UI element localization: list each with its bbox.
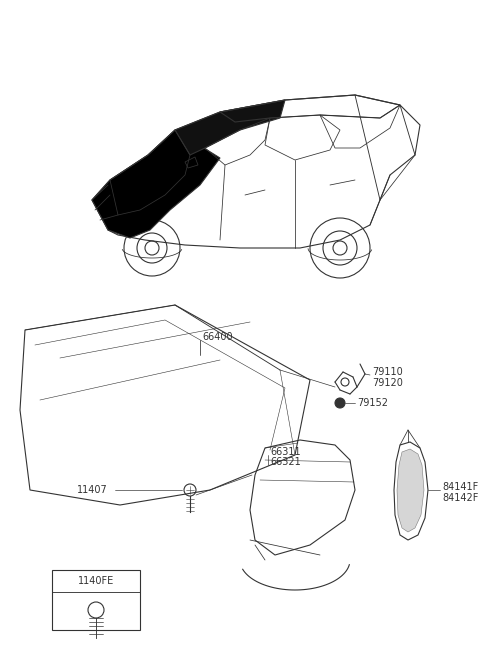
Text: 66321: 66321 xyxy=(270,457,301,467)
Text: 79152: 79152 xyxy=(357,398,388,408)
Text: 84141F: 84141F xyxy=(442,482,478,492)
Polygon shape xyxy=(397,449,424,532)
Bar xyxy=(52,570,140,630)
Text: 79120: 79120 xyxy=(372,378,403,388)
Polygon shape xyxy=(92,130,220,238)
Circle shape xyxy=(335,398,345,408)
Text: 1140FE: 1140FE xyxy=(78,576,114,586)
Text: 66311: 66311 xyxy=(270,447,300,457)
Text: 11407: 11407 xyxy=(77,485,108,495)
Polygon shape xyxy=(175,100,285,155)
Text: 66400: 66400 xyxy=(202,332,233,342)
Text: 84142F: 84142F xyxy=(442,493,479,503)
Text: 79110: 79110 xyxy=(372,367,403,377)
